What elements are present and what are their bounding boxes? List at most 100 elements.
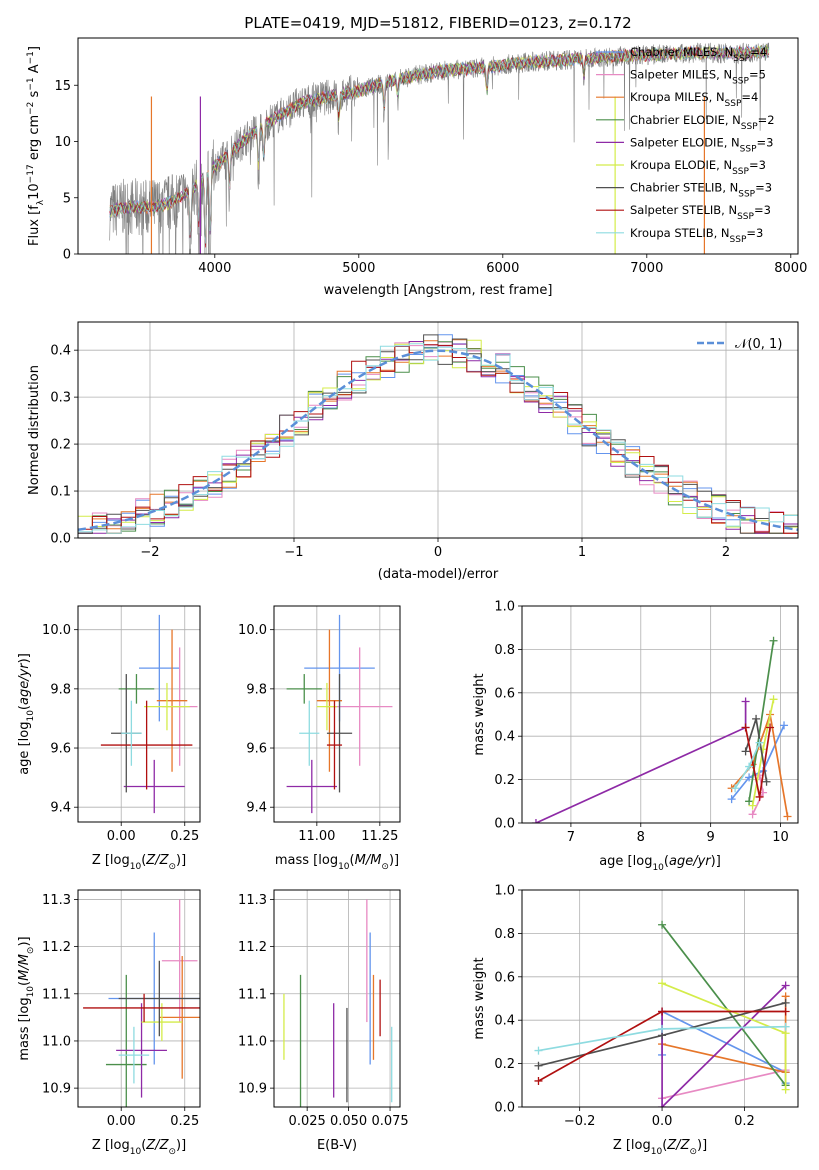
- marker-salpeter_miles: [748, 810, 757, 819]
- marker-salpeter_stelib: [766, 723, 775, 732]
- marker-salpeter_elodie: [658, 1103, 667, 1107]
- axes-frame: [521, 605, 799, 824]
- x-tick-label: −0.2: [564, 1114, 596, 1129]
- marker-kroupa_elodie: [748, 801, 757, 810]
- marker-salpeter_elodie: [781, 981, 790, 990]
- y-tick-label: 0.2: [50, 438, 71, 453]
- x-tick-label: 0: [434, 545, 442, 560]
- y-axis-label: mass weight: [472, 673, 487, 755]
- x-tick-label: 5000: [342, 261, 375, 276]
- panel-spectrum: 4000 5000 6000 7000 8000 0 5 10 15 wavelength [An…: [26, 37, 807, 298]
- y-tick-label: 0: [63, 248, 71, 263]
- y-tick-label: 0.0: [494, 1101, 515, 1116]
- y-tick-label: 0.4: [50, 344, 71, 359]
- y-tick-label: 9.6: [246, 742, 267, 757]
- y-tick-label: 9.4: [246, 801, 267, 816]
- panel-age_vs_mass: 11.00 11.25 9.4 9.6 9.8 10.0 mass [log10(M/M⊙)…: [238, 605, 401, 872]
- x-tick-label: −2: [140, 545, 159, 560]
- marker-kroupa_elodie: [781, 1085, 790, 1094]
- x-tick-label: 8: [637, 830, 645, 845]
- plot-area: [531, 636, 792, 823]
- y-tick-label: 10.0: [238, 623, 267, 638]
- x-axis-label: Z [log10(Z/Z⊙)]: [92, 1138, 186, 1157]
- y-axis-label: Normed distribution: [27, 365, 42, 495]
- x-tick-label: 2: [722, 545, 730, 560]
- axes-frame: [77, 321, 799, 539]
- legend-label-salpeter_miles: Salpeter MILES, NSSP=5: [630, 68, 766, 87]
- y-tick-label: 1.0: [494, 884, 515, 899]
- marker-salpeter_elodie: [531, 819, 540, 823]
- marker-kroupa_stelib: [745, 762, 754, 771]
- figure-title: PLATE=0419, MJD=51812, FIBERID=0123, z=0…: [244, 14, 631, 32]
- y-tick-label: 0.2: [494, 1057, 515, 1072]
- mass-weight-line-chabrier_elodie: [661, 924, 787, 1086]
- y-tick-label: 0.2: [494, 773, 515, 788]
- x-axis-label: E(B-V): [317, 1138, 357, 1153]
- marker-kroupa_stelib: [781, 1022, 790, 1031]
- x-tick-label: 8000: [774, 261, 807, 276]
- x-tick-label: 4000: [198, 261, 231, 276]
- axes-frame: [273, 889, 401, 1108]
- y-tick-label: 5: [63, 191, 71, 206]
- marker-chabrier_miles: [780, 721, 789, 730]
- model-spectrum-salpeter_stelib: [109, 45, 770, 248]
- marker-salpeter_stelib: [781, 1007, 790, 1016]
- marker-kroupa_miles: [783, 812, 792, 821]
- marker-kroupa_stelib: [658, 1024, 667, 1033]
- marker-chabrier_miles: [745, 773, 754, 782]
- y-tick-label: 1.0: [494, 600, 515, 615]
- x-tick-label: 0.25: [170, 829, 199, 844]
- x-tick-label: 11.25: [361, 829, 398, 844]
- x-tick-label: 0.25: [170, 1114, 199, 1129]
- plot-area: [83, 899, 200, 1107]
- x-axis-label: age [log10(age/yr)]: [599, 854, 721, 873]
- legend-label-salpeter_stelib: Salpeter STELIB, NSSP=3: [630, 203, 771, 222]
- mass-weight-line-chabrier_miles: [730, 725, 785, 800]
- marker-salpeter_stelib: [755, 792, 764, 801]
- x-axis-label: Z [log10(Z/Z⊙)]: [92, 853, 186, 872]
- y-tick-label: 0.8: [494, 643, 515, 658]
- y-tick-label: 11.1: [42, 987, 71, 1002]
- mass-weight-line-salpeter_miles: [661, 1069, 786, 1100]
- x-tick-label: 1: [578, 545, 586, 560]
- y-tick-label: 0.6: [494, 970, 515, 985]
- y-axis-label: age [log10(age/yr)]: [17, 653, 36, 775]
- legend-label-kroupa_stelib: Kroupa STELIB, NSSP=3: [630, 226, 763, 245]
- x-tick-label: 11.00: [298, 829, 335, 844]
- marker-chabrier_stelib: [741, 747, 750, 756]
- marker-chabrier_miles: [727, 795, 736, 804]
- axes-frame: [77, 37, 799, 255]
- panel-age_vs_Z: 0.00 0.25 9.4 9.6 9.8 10.0 Z [log10(Z/Z⊙)] age …: [17, 605, 201, 872]
- marker-kroupa_stelib: [534, 1046, 543, 1055]
- panel-mass_vs_Z: 0.00 0.25 10.9 11.0 11.1 11.2 11.3 Z [log10(Z/Z…: [17, 889, 201, 1157]
- y-tick-label: 15: [54, 79, 71, 94]
- y-tick-label: 11.3: [42, 893, 71, 908]
- y-tick-label: 0.8: [494, 927, 515, 942]
- y-tick-label: 0.0: [50, 532, 71, 547]
- plot-area: [286, 614, 393, 814]
- y-tick-label: 10.0: [42, 623, 71, 638]
- y-tick-label: 11.0: [238, 1034, 267, 1049]
- panel-mass_weight_vs_Z: −0.2 0.0 0.2 0.0 0.2 0.4 0.6 0.8 1.0 Z [log10(Z/Z…: [472, 884, 799, 1157]
- marker-chabrier_stelib: [752, 714, 761, 723]
- y-tick-label: 11.0: [42, 1034, 71, 1049]
- marker-salpeter_stelib: [534, 1076, 543, 1085]
- x-tick-label: 6000: [486, 261, 519, 276]
- x-tick-label: 7000: [630, 261, 663, 276]
- legend-label-kroupa_miles: Kroupa MILES, NSSP=4: [630, 90, 758, 109]
- legend-label-chabrier_elodie: Chabrier ELODIE, NSSP=2: [630, 113, 775, 132]
- y-tick-label: 0.4: [494, 730, 515, 745]
- x-tick-label: 10: [772, 830, 789, 845]
- y-tick-label: 9.8: [50, 682, 71, 697]
- legend-label-salpeter_elodie: Salpeter ELODIE, NSSP=3: [630, 135, 773, 154]
- y-axis-label: Flux [fλ10−17 erg cm−2 s−1 A−1]: [26, 46, 46, 246]
- histogram-salpeter_stelib: [78, 344, 798, 538]
- histogram-kroupa_stelib: [78, 343, 798, 538]
- marker-kroupa_elodie: [769, 695, 778, 704]
- x-tick-label: −1: [284, 545, 303, 560]
- y-tick-label: 9.6: [50, 742, 71, 757]
- marker-chabrier_stelib: [762, 777, 771, 786]
- y-axis-label: mass weight: [472, 957, 487, 1039]
- y-tick-label: 0.4: [494, 1014, 515, 1029]
